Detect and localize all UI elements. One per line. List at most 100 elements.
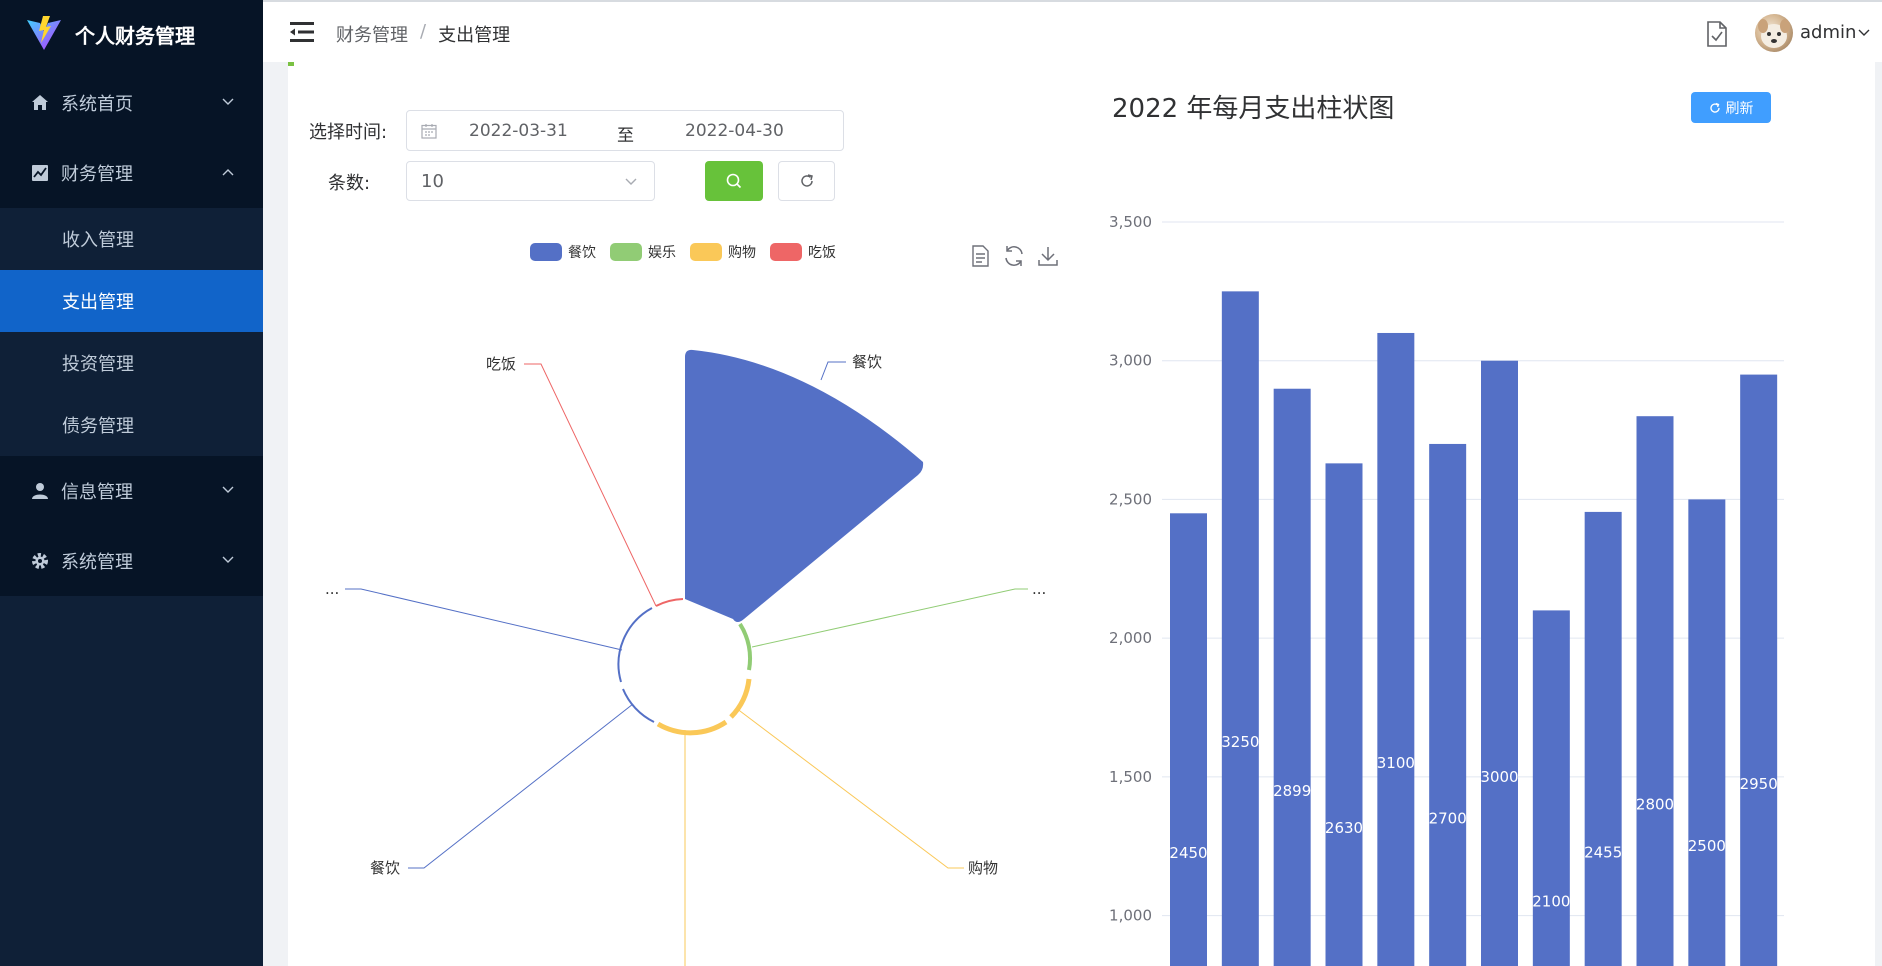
breadcrumb-current: 支出管理 [438, 25, 511, 46]
leader-line [345, 588, 623, 651]
legend-item[interactable]: 餐饮 [530, 242, 596, 262]
bar[interactable] [1532, 610, 1570, 966]
sidebar-item-home[interactable]: 系统首页 [0, 68, 263, 138]
search-icon [726, 173, 742, 189]
menu-fold-icon[interactable] [290, 20, 316, 44]
chart-toolbox [968, 244, 1060, 268]
bar[interactable] [1377, 332, 1415, 966]
reset-button[interactable] [778, 161, 835, 201]
data-view-icon[interactable] [968, 244, 992, 268]
chevron-down-icon [222, 556, 234, 563]
sidebar-item-label: 信息管理 [61, 482, 133, 503]
bar-value-label: 3250 [1221, 733, 1259, 751]
legend-label: 购物 [728, 245, 756, 261]
pie-slice[interactable] [655, 598, 684, 607]
refresh-button[interactable]: 刷新 [1691, 92, 1771, 123]
legend-item[interactable]: 娱乐 [610, 242, 676, 262]
breadcrumb-separator: / [420, 21, 427, 42]
legend-swatch [690, 243, 722, 261]
search-button[interactable] [705, 161, 763, 201]
pie-slice[interactable] [622, 688, 655, 723]
sidebar-item-label: 财务管理 [61, 164, 133, 185]
count-select-value: 10 [421, 171, 444, 192]
document-check-icon[interactable] [1705, 20, 1729, 48]
bar-value-label: 3100 [1377, 754, 1415, 772]
bar-value-label: 2500 [1688, 837, 1726, 855]
legend-label: 吃饭 [808, 245, 836, 261]
bar[interactable] [1429, 443, 1467, 966]
range-separator: 至 [617, 126, 634, 146]
bar-chart-title: 2022 年每月支出柱状图 [1112, 94, 1395, 124]
start-date-input[interactable]: 2022-03-31 [469, 121, 568, 141]
legend-item[interactable]: 吃饭 [770, 242, 836, 262]
bar-value-label: 2450 [1169, 844, 1207, 862]
bar[interactable] [1688, 499, 1726, 966]
download-icon[interactable] [1036, 244, 1060, 268]
pie-slice[interactable] [617, 607, 653, 683]
gear-icon [30, 551, 50, 571]
sidebar-item-expense[interactable]: 支出管理 [0, 270, 263, 332]
pie-slice[interactable] [738, 622, 753, 671]
end-date-input[interactable]: 2022-04-30 [685, 121, 784, 141]
pie-slice[interactable] [656, 719, 728, 736]
refresh-label: 刷新 [1725, 100, 1754, 117]
pie-label: 餐饮 [370, 859, 400, 877]
bar[interactable] [1170, 513, 1207, 966]
bar-value-label: 2800 [1636, 796, 1674, 814]
bar-value-label: 2100 [1532, 893, 1570, 911]
bar-value-label: 2899 [1273, 782, 1311, 800]
chevron-down-icon[interactable] [1857, 26, 1871, 40]
bar[interactable] [1481, 360, 1518, 966]
app-logo[interactable]: 个人财务管理 [0, 0, 263, 68]
finance-submenu: 收入管理 支出管理 投资管理 债务管理 [0, 208, 263, 456]
legend-swatch [610, 243, 642, 261]
monthly-expense-bar-chart: 5001,0001,5002,0002,5003,0003,5002450325… [1109, 213, 1784, 966]
chevron-down-icon [625, 178, 637, 185]
time-label: 选择时间: [309, 122, 388, 143]
y-tick-label: 1,000 [1109, 907, 1152, 925]
y-tick-label: 1,500 [1109, 768, 1152, 786]
bar[interactable] [1221, 291, 1259, 966]
bar[interactable] [1273, 388, 1311, 966]
bar[interactable] [1740, 374, 1778, 966]
count-select[interactable]: 10 [406, 161, 655, 201]
sidebar-item-income[interactable]: 收入管理 [62, 230, 134, 251]
bar[interactable] [1584, 511, 1622, 966]
sidebar-item-system[interactable]: 系统管理 [0, 526, 263, 596]
pie-label: 吃饭 [486, 355, 516, 373]
scrollbar-track[interactable] [1875, 62, 1882, 966]
sidebar-item-info[interactable]: 信息管理 [0, 456, 263, 526]
date-range-picker[interactable]: 2022-03-31 至 2022-04-30 [406, 110, 844, 151]
username[interactable]: admin [1800, 22, 1857, 43]
expense-rose-chart: 餐饮 ... 购物 餐饮 ... 吃饭 [325, 349, 1046, 966]
tab-indicator [288, 62, 294, 66]
chevron-down-icon [222, 486, 234, 493]
restore-icon[interactable] [1002, 244, 1026, 268]
leader-line [735, 707, 964, 869]
breadcrumb: 财务管理 / 支出管理 [336, 21, 510, 47]
home-icon [30, 93, 50, 113]
y-tick-label: 3,500 [1109, 213, 1152, 231]
chevron-down-icon [222, 98, 234, 105]
legend-label: 娱乐 [648, 245, 676, 261]
pie-slice[interactable] [685, 349, 924, 622]
sidebar-item-debt[interactable]: 债务管理 [62, 416, 134, 437]
bar[interactable] [1636, 416, 1674, 966]
calendar-icon [421, 124, 437, 139]
legend-label: 餐饮 [568, 245, 596, 261]
chart-line-icon [30, 163, 50, 183]
pie-label: 餐饮 [852, 353, 882, 371]
avatar[interactable] [1755, 14, 1793, 52]
sidebar-item-finance[interactable]: 财务管理 [0, 138, 263, 208]
refresh-icon [800, 174, 813, 187]
bar[interactable] [1325, 463, 1363, 966]
sidebar-item-label: 系统管理 [61, 552, 133, 573]
pie-slice[interactable] [729, 678, 752, 719]
legend-item[interactable]: 购物 [690, 242, 756, 262]
sidebar-item-investment[interactable]: 投资管理 [62, 354, 134, 375]
bar-value-label: 3000 [1480, 768, 1518, 786]
sidebar: 个人财务管理 系统首页 财务管理 收入管理 支出管理 投资管理 债务管理 信息管… [0, 0, 263, 966]
pie-label: ... [325, 580, 339, 598]
chevron-up-icon [222, 169, 234, 176]
breadcrumb-item[interactable]: 财务管理 [336, 25, 408, 46]
